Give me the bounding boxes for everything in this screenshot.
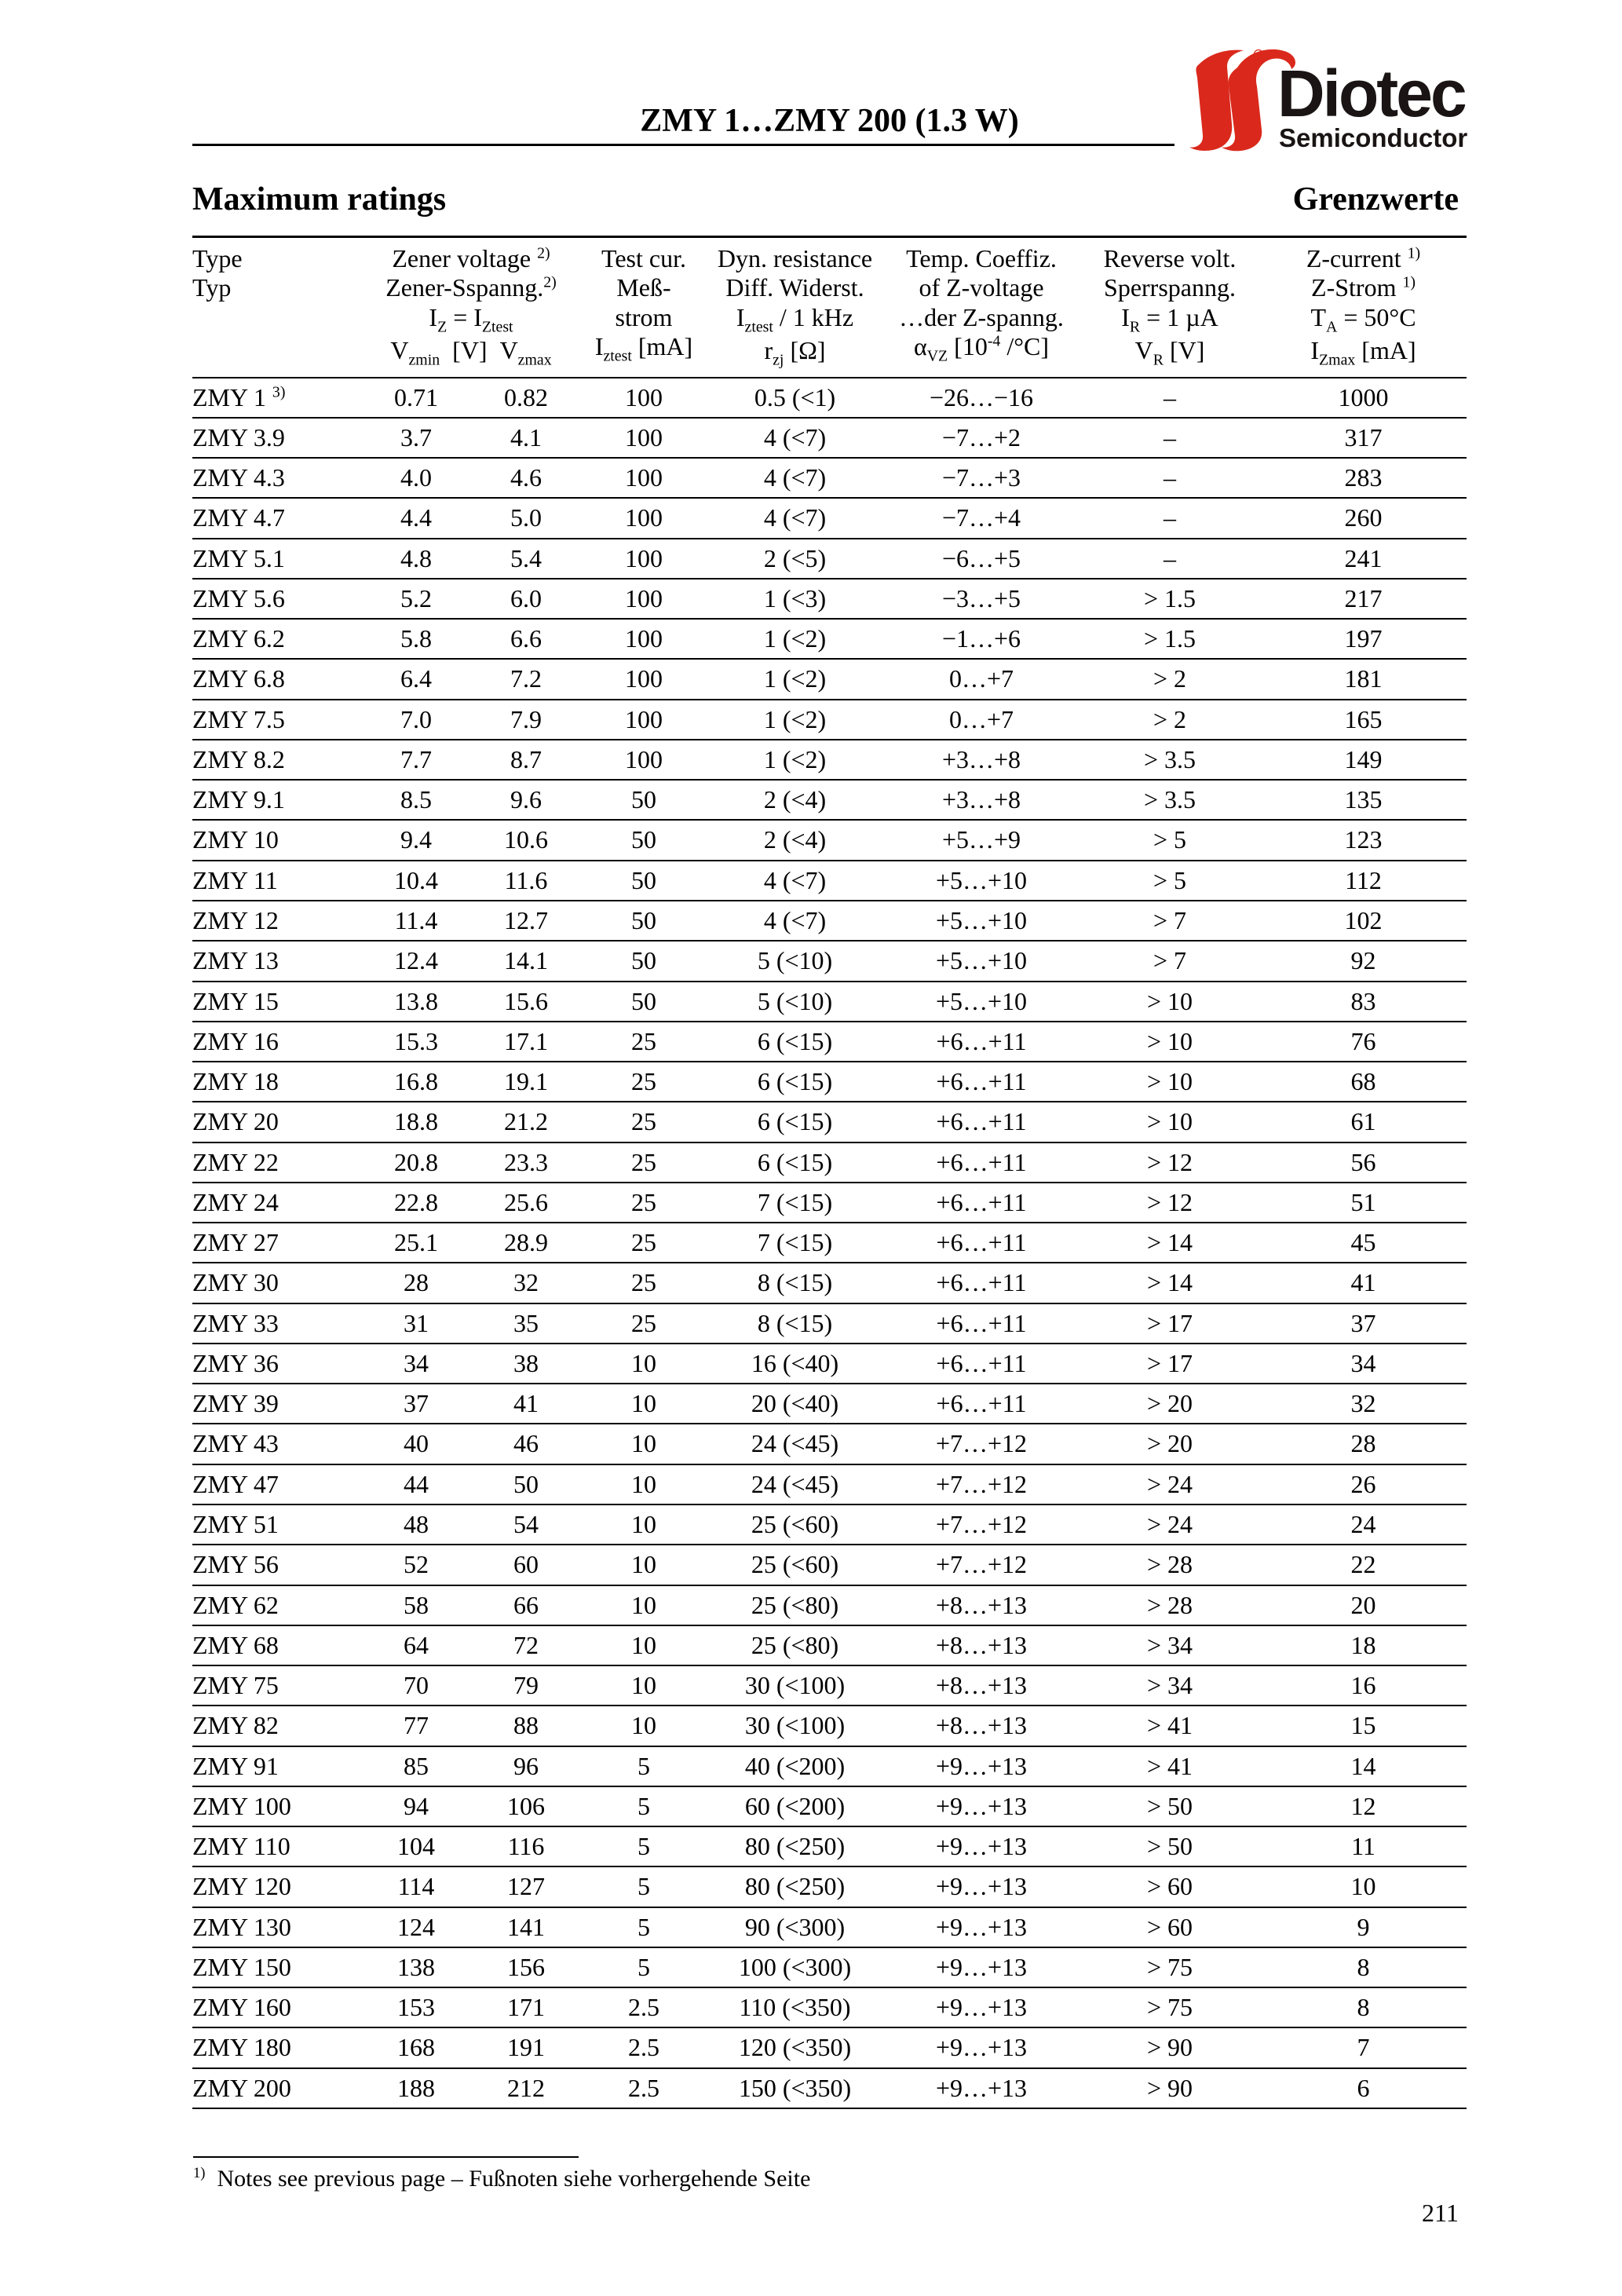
svg-text:Semiconductor: Semiconductor (1279, 123, 1467, 152)
svg-text:Diotec: Diotec (1277, 57, 1466, 130)
svg-text:®: ® (1257, 52, 1261, 58)
